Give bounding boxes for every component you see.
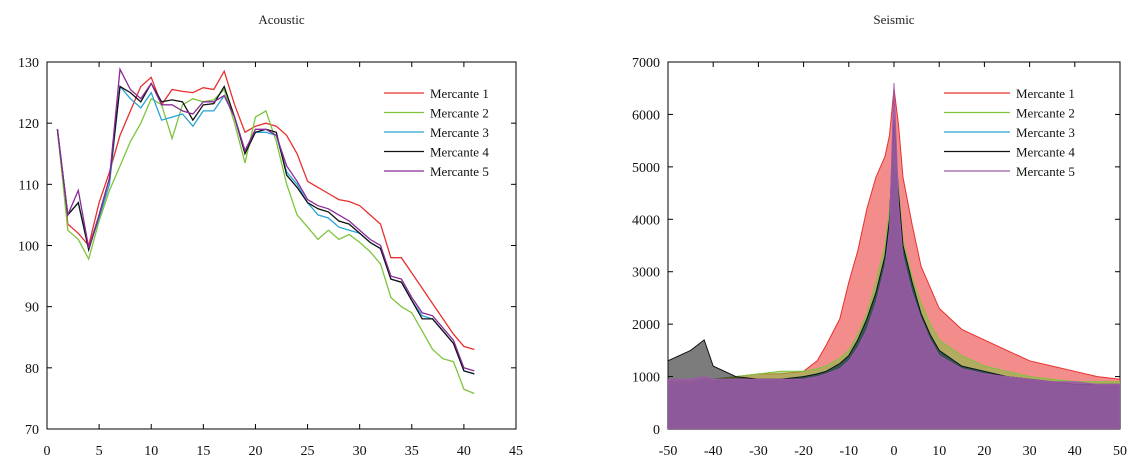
series-area-5 — [668, 82, 1120, 429]
x-tick-label: 10 — [144, 444, 158, 459]
y-tick-label: 4000 — [632, 213, 660, 228]
y-tick-label: 100 — [18, 240, 39, 255]
series-group — [668, 82, 1120, 429]
legend-label: Mercante 5 — [430, 164, 489, 179]
x-tick-label: 30 — [353, 444, 367, 459]
series-group — [56, 67, 475, 395]
x-tick-label: 15 — [196, 444, 210, 459]
series-line-2 — [56, 88, 475, 395]
y-tick-label: 6000 — [632, 108, 660, 123]
y-tick-label: 120 — [18, 117, 39, 132]
x-tick-label: -30 — [749, 444, 768, 459]
x-tick-label: 5 — [96, 444, 103, 459]
chart-2: Seismic -50 -40 -30 -20 -10 0 10 20 30 40 50 0 1000 20… — [632, 12, 1127, 459]
x-tick-label: 30 — [1023, 444, 1037, 459]
legend-label: Mercante 5 — [1016, 164, 1075, 179]
legend-label: Mercante 2 — [430, 106, 489, 121]
x-tick-label: -10 — [839, 444, 858, 459]
series-line-1 — [56, 69, 475, 351]
legend-label: Mercante 1 — [430, 86, 489, 101]
x-tick-label: -50 — [659, 444, 678, 459]
legend-label: Mercante 4 — [430, 145, 489, 160]
y-tick-label: 1000 — [632, 371, 660, 386]
y-tick-label: 70 — [25, 423, 39, 438]
y-tick-label: 130 — [18, 56, 39, 71]
y-tick-label: 5000 — [632, 161, 660, 176]
y-tick-label: 2000 — [632, 318, 660, 333]
series-line-4 — [56, 82, 475, 375]
legend-label: Mercante 1 — [1016, 86, 1075, 101]
x-tick-label: 40 — [457, 444, 471, 459]
y-tick-label: 3000 — [632, 266, 660, 281]
x-tick-label: -40 — [704, 444, 723, 459]
chart-title: Acoustic — [258, 12, 304, 27]
y-tick-label: 0 — [653, 423, 660, 438]
x-tick-label: 0 — [44, 444, 51, 459]
x-tick-label: 35 — [405, 444, 419, 459]
legend: Mercante 1 Mercante 2 Mercante 3 Mercante 4… — [944, 86, 1075, 179]
chart-1: Acoustic 0 5 10 15 20 25 30 35 40 45 70 80 90 100 110 12… — [18, 12, 523, 459]
x-tick-label: 50 — [1113, 444, 1127, 459]
legend-label: Mercante 2 — [1016, 106, 1075, 121]
x-tick-label: 25 — [301, 444, 315, 459]
legend-label: Mercante 3 — [430, 125, 489, 140]
x-tick-label: 45 — [509, 444, 523, 459]
x-tick-label: -20 — [794, 444, 813, 459]
y-tick-label: 7000 — [632, 56, 660, 71]
x-tick-label: 20 — [248, 444, 262, 459]
legend-label: Mercante 3 — [1016, 125, 1075, 140]
x-tick-label: 20 — [977, 444, 991, 459]
x-tick-label: 10 — [932, 444, 946, 459]
series-line-5 — [56, 67, 475, 372]
chart-title: Seismic — [873, 12, 914, 27]
legend-label: Mercante 4 — [1016, 145, 1075, 160]
x-tick-label: 0 — [891, 444, 898, 459]
x-tick-label: 40 — [1068, 444, 1082, 459]
y-tick-label: 110 — [19, 178, 39, 193]
y-tick-label: 90 — [25, 301, 39, 316]
y-tick-label: 80 — [25, 362, 39, 377]
legend: Mercante 1 Mercante 2 Mercante 3 Mercante 4… — [384, 86, 489, 179]
